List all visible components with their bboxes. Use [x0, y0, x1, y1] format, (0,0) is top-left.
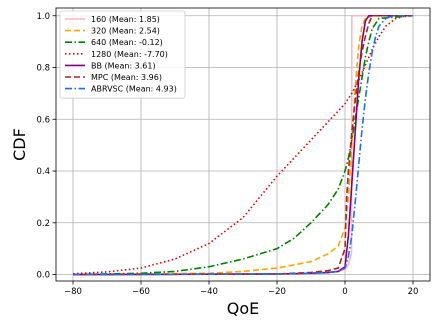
legend-label-6: ABRVSC (Mean: 4.93) — [91, 85, 177, 94]
series-lines — [72, 14, 414, 276]
legend-label-4: BB (Mean: 3.61) — [91, 61, 156, 70]
x-tick-label: 20 — [408, 287, 419, 297]
series-line-5 — [72, 14, 413, 276]
axis-ticks: −80 −60 −40 −20 0 20 0.0 0.2 0.4 0.6 0.8 1.0 — [36, 12, 418, 297]
plot-frame — [55, 7, 431, 282]
x-tick-label: −60 — [132, 287, 150, 297]
x-tick-label: −20 — [268, 287, 286, 297]
legend: 160 (Mean: 1.85) 320 (Mean: 2.54) 640 (Mea… — [59, 10, 186, 99]
y-tick-label: 0.4 — [36, 167, 50, 177]
legend-label-2: 640 (Mean: -0.12) — [91, 38, 163, 47]
y-tick-label: 0.2 — [36, 219, 50, 229]
legend-label-3: 1280 (Mean: -7.70) — [91, 50, 168, 59]
legend-label-1: 320 (Mean: 2.54) — [91, 27, 160, 36]
x-axis-label: QoE — [227, 299, 260, 318]
series-line-6 — [72, 14, 413, 276]
legend-label-5: MPC (Mean: 3.96) — [91, 73, 162, 82]
y-tick-label: 0.0 — [36, 271, 50, 281]
y-tick-label: 0.8 — [36, 64, 50, 74]
x-tick-label: −80 — [64, 287, 82, 297]
series-line-1 — [72, 14, 413, 276]
y-tick-label: 1.0 — [36, 12, 50, 22]
y-tick-label: 0.6 — [36, 115, 50, 125]
series-line-2 — [72, 14, 414, 276]
y-axis-label: CDF — [10, 128, 29, 161]
legend-box — [59, 10, 186, 99]
x-tick-label: −40 — [200, 287, 218, 297]
series-line-3 — [72, 14, 413, 275]
x-tick-label: 0 — [342, 287, 347, 297]
legend-label-0: 160 (Mean: 1.85) — [91, 15, 160, 24]
